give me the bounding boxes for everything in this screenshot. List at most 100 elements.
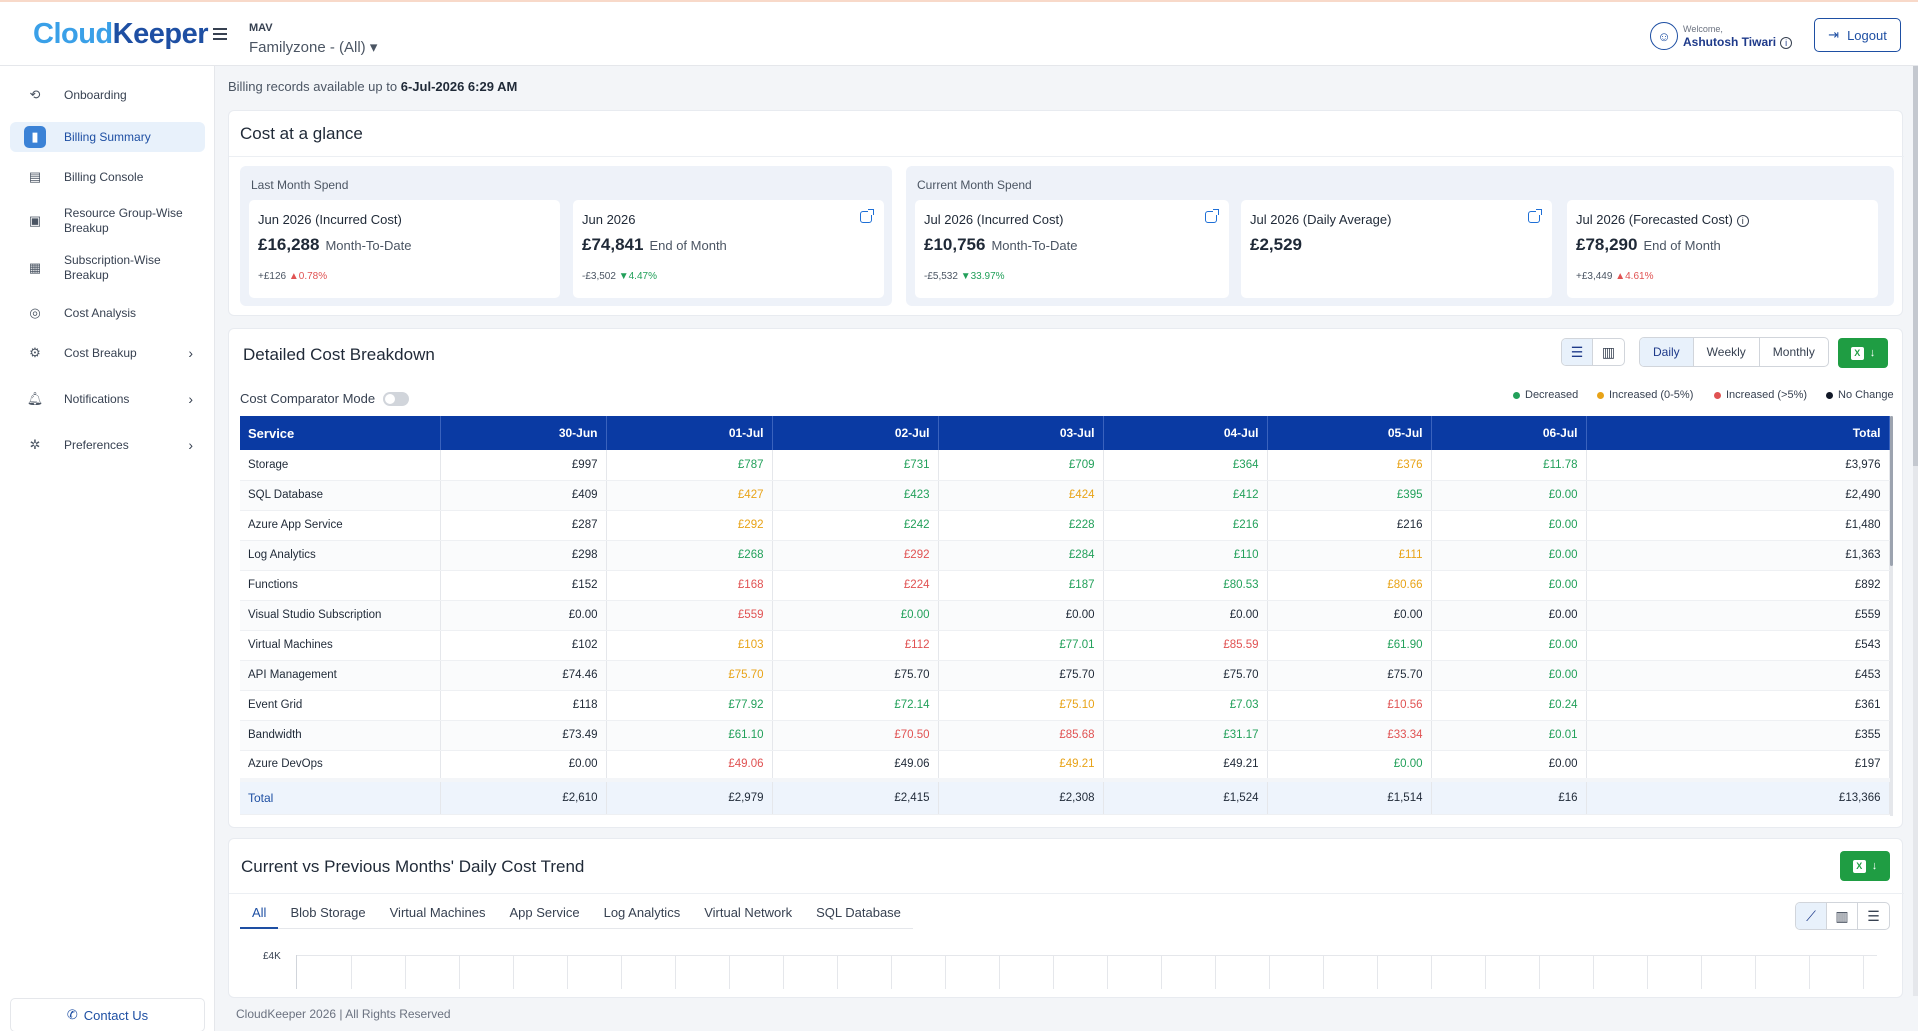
- tab-virtual-network[interactable]: Virtual Network: [704, 905, 793, 920]
- service-name: Azure App Service: [240, 510, 441, 541]
- scrollbar-thumb[interactable]: [1890, 416, 1893, 566]
- sidebar-item-cost-breakup[interactable]: ⚙ Cost Breakup ›: [10, 339, 205, 367]
- chart-view-icon[interactable]: ▥: [1601, 343, 1616, 360]
- chevron-right-icon: ›: [188, 391, 193, 407]
- period-weekly[interactable]: Weekly: [1694, 338, 1760, 366]
- cost-cell: £0.00: [1431, 750, 1587, 781]
- page-scrollbar[interactable]: [1913, 66, 1918, 996]
- column-header[interactable]: Total: [1586, 416, 1890, 450]
- tab-all[interactable]: All: [240, 905, 279, 929]
- cost-cell: £77.01: [938, 630, 1104, 661]
- period-daily[interactable]: Daily: [1640, 338, 1694, 366]
- table-scrollbar[interactable]: [1890, 416, 1893, 816]
- cost-cell: £364: [1103, 450, 1268, 481]
- page-scrollbar-thumb[interactable]: [1913, 66, 1918, 466]
- contact-us-button[interactable]: ✆ Contact Us: [10, 998, 205, 1031]
- column-header[interactable]: Service: [240, 416, 441, 450]
- info-icon[interactable]: i: [1780, 36, 1793, 49]
- chart-gridline: [1701, 955, 1702, 989]
- chart-gridline: [1431, 955, 1432, 989]
- column-header[interactable]: 03-Jul: [938, 416, 1104, 450]
- sidebar-item-cost-analysis[interactable]: ◎ Cost Analysis: [10, 299, 205, 327]
- table-row[interactable]: Bandwidth £73.49 £61.10 £70.50 £85.68 £31.17 £…: [240, 720, 1890, 751]
- table-view-icon[interactable]: ☰: [1562, 339, 1593, 365]
- cost-cell: £61.10: [606, 720, 773, 751]
- sidebar-item-billing-console[interactable]: ▤ Billing Console: [10, 163, 205, 191]
- chevron-right-icon: ›: [188, 345, 193, 361]
- cost-cell: £423: [772, 480, 939, 511]
- export-excel-button[interactable]: X ↓: [1840, 851, 1890, 881]
- table-row[interactable]: Virtual Machines £102 £103 £112 £77.01 £85.59…: [240, 630, 1890, 661]
- legend-dot: [1597, 391, 1604, 399]
- sidebar-item-notifications[interactable]: 🔔︎ Notifications ›: [10, 385, 205, 413]
- period-toggle: Daily Weekly Monthly: [1639, 337, 1829, 367]
- external-link-icon[interactable]: [1205, 209, 1219, 223]
- tile-value: £10,756 Month-To-Date: [924, 235, 1078, 254]
- sidebar-item-billing-summary[interactable]: ▮ Billing Summary: [10, 122, 205, 152]
- bar-chart-icon: ▮: [24, 126, 46, 148]
- total-cell: £2,979: [606, 778, 773, 815]
- tab-app-service[interactable]: App Service: [509, 905, 580, 920]
- breakup-icon: ⚙: [29, 345, 41, 360]
- user-name[interactable]: Ashutosh Tiwari i: [1683, 35, 1793, 49]
- settings-icon: ✲: [29, 437, 41, 452]
- chart-gridline: [351, 955, 352, 989]
- table-row[interactable]: Log Analytics £298 £268 £292 £284 £110 £111 £0.…: [240, 540, 1890, 571]
- cloudkeeper-logo[interactable]: CloudKeeper: [33, 18, 208, 50]
- legend-dot: [1513, 391, 1520, 399]
- table-row[interactable]: Visual Studio Subscription £0.00 £559 £0.00…: [240, 600, 1890, 631]
- table-row[interactable]: Azure DevOps £0.00 £49.06 £49.06 £49.21 £49.2…: [240, 750, 1890, 781]
- spend-tile: Jul 2026 (Incurred Cost) £10,756 Month-To…: [915, 200, 1229, 298]
- period-monthly[interactable]: Monthly: [1772, 345, 1815, 359]
- chart-gridline: [1809, 955, 1810, 989]
- table-row[interactable]: Storage £997 £787 £731 £709 £364 £376 £11.78 £3,…: [240, 450, 1890, 481]
- menu-toggle-icon[interactable]: [213, 28, 227, 40]
- account-select[interactable]: Familyzone - (All) ▾: [249, 39, 378, 56]
- sidebar-item-subscription-breakup[interactable]: ▦ Subscription-Wise Breakup: [10, 251, 205, 285]
- tab-log-analytics[interactable]: Log Analytics: [603, 905, 681, 920]
- sidebar-item-onboarding[interactable]: ⟲ Onboarding: [10, 81, 205, 109]
- daily-cost-trend-card: Current vs Previous Months' Daily Cost T…: [228, 838, 1904, 998]
- group-title: Last Month Spend: [251, 178, 349, 192]
- export-excel-button[interactable]: X ↓: [1838, 338, 1888, 368]
- column-header[interactable]: 05-Jul: [1267, 416, 1432, 450]
- resource-group-icon: ▣: [28, 213, 42, 228]
- external-link-icon[interactable]: [1528, 209, 1542, 223]
- column-header[interactable]: 02-Jul: [772, 416, 939, 450]
- service-name: Bandwidth: [240, 720, 441, 751]
- cost-cell: £75.10: [938, 690, 1104, 721]
- cost-cell: £152: [440, 570, 607, 601]
- comparator-toggle[interactable]: [383, 391, 410, 406]
- billing-records-note: Billing records available up to 6-Jul-20…: [228, 79, 518, 94]
- line-chart-icon[interactable]: ⟋: [1796, 903, 1827, 929]
- external-link-icon[interactable]: [860, 209, 874, 223]
- footer: CloudKeeper 2026 | All Rights Reserved: [236, 1007, 451, 1021]
- tab-sql-database[interactable]: SQL Database: [816, 905, 901, 920]
- column-header[interactable]: 30-Jun: [440, 416, 607, 450]
- group-title: Current Month Spend: [917, 178, 1032, 192]
- sidebar-item-resource-group-breakup[interactable]: ▣ Resource Group-Wise Breakup: [10, 204, 205, 238]
- table-row[interactable]: Functions £152 £168 £224 £187 £80.53 £80.66 £0.…: [240, 570, 1890, 601]
- service-name: Log Analytics: [240, 540, 441, 571]
- logout-button[interactable]: ⇥ Logout: [1814, 18, 1901, 52]
- column-header[interactable]: 04-Jul: [1103, 416, 1268, 450]
- cost-cell: £111: [1267, 540, 1432, 571]
- user-avatar-icon[interactable]: ☺: [1650, 22, 1678, 50]
- total-cell: £2,610: [440, 778, 607, 815]
- table-row[interactable]: Azure App Service £287 £292 £242 £228 £216 £21…: [240, 510, 1890, 541]
- table-view-icon[interactable]: ☰: [1867, 907, 1880, 924]
- table-row[interactable]: SQL Database £409 £427 £423 £424 £412 £395 £0.0…: [240, 480, 1890, 511]
- tab-virtual-machines[interactable]: Virtual Machines: [389, 905, 486, 920]
- grid-icon: ▦: [28, 260, 42, 275]
- row-total: £355: [1586, 720, 1890, 751]
- chart-gridline: [999, 955, 1000, 989]
- bar-chart-icon[interactable]: ▥: [1827, 903, 1858, 929]
- column-header[interactable]: 06-Jul: [1431, 416, 1587, 450]
- column-header[interactable]: 01-Jul: [606, 416, 773, 450]
- info-icon[interactable]: i: [1736, 214, 1749, 227]
- table-row[interactable]: Event Grid £118 £77.92 £72.14 £75.10 £7.03 £10…: [240, 690, 1890, 721]
- table-row[interactable]: API Management £74.46 £75.70 £75.70 £75.70 £7…: [240, 660, 1890, 691]
- tab-blob-storage[interactable]: Blob Storage: [290, 905, 366, 920]
- cost-cell: £242: [772, 510, 939, 541]
- sidebar-item-preferences[interactable]: ✲ Preferences ›: [10, 431, 205, 459]
